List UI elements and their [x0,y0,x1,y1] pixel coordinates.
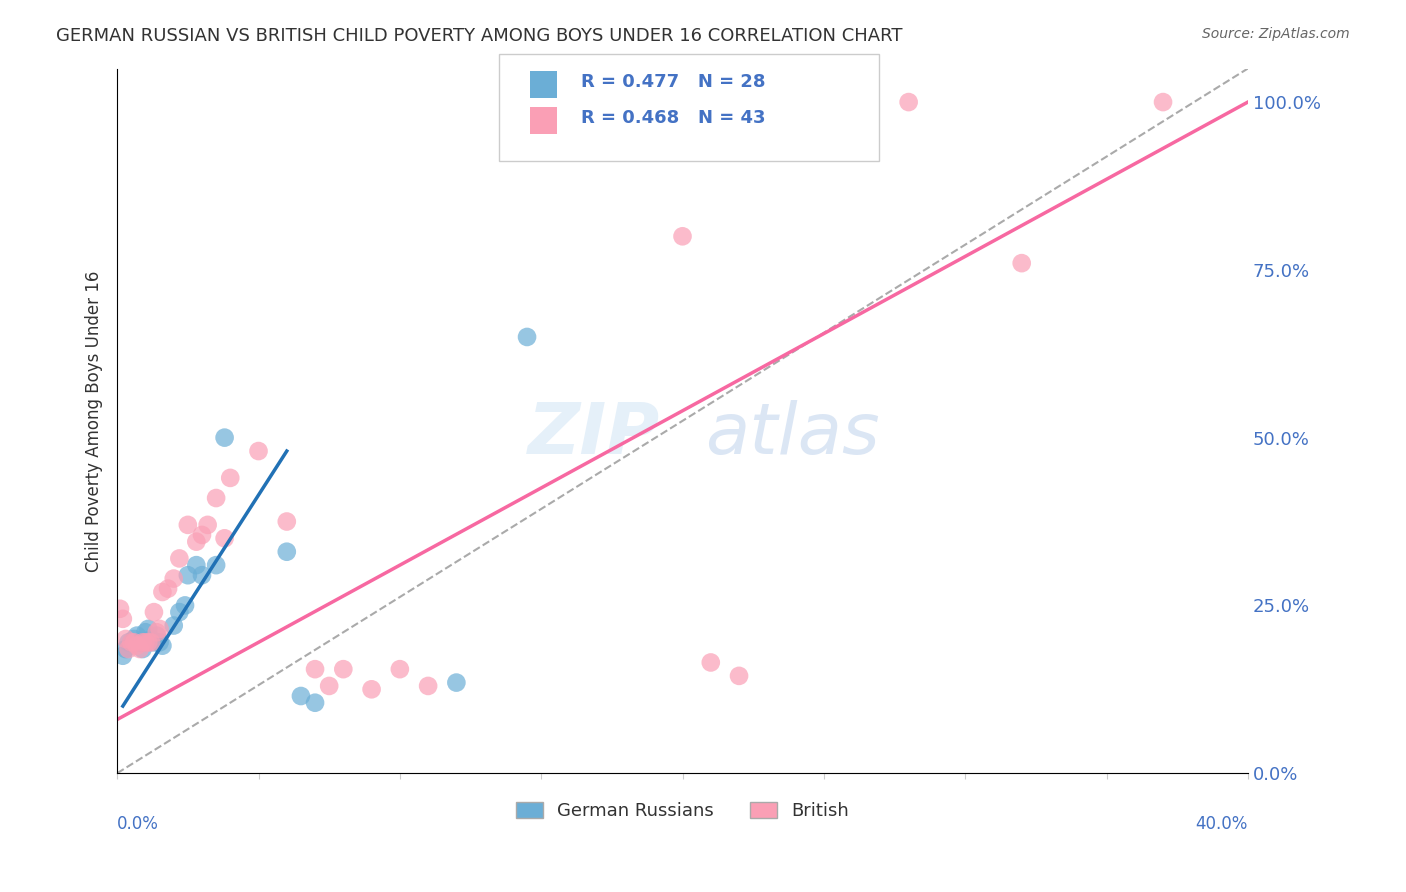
Point [114,632,136,646]
Point [186,534,208,549]
Point [134,625,156,640]
Text: ZIP: ZIP [527,401,659,469]
Point [149,635,172,649]
Point [416,679,439,693]
Point [332,662,354,676]
Point [177,517,200,532]
Text: GERMAN RUSSIAN VS BRITISH CHILD POVERTY AMONG BOYS UNDER 16 CORRELATION CHART: GERMAN RUSSIAN VS BRITISH CHILD POVERTY … [56,27,903,45]
Point [122,632,145,646]
Point [128,635,150,649]
Point [111,648,134,663]
Point [136,622,159,636]
Point [247,444,270,458]
Point [145,629,167,643]
Point [157,582,180,596]
Point [360,682,382,697]
Point [131,635,153,649]
Point [134,635,156,649]
Point [125,629,148,643]
Point [197,517,219,532]
Point [169,605,191,619]
Point [318,679,340,693]
Legend: German Russians, British: German Russians, British [509,795,856,828]
Text: atlas: atlas [706,401,880,469]
Point [163,572,186,586]
Point [114,642,136,657]
Point [446,675,468,690]
Point [1152,95,1174,109]
Point [304,662,326,676]
Point [117,635,139,649]
Point [214,531,236,545]
Text: 40.0%: 40.0% [1195,815,1249,833]
Point [117,642,139,657]
Point [290,689,312,703]
Point [191,568,214,582]
Text: R = 0.468   N = 43: R = 0.468 N = 43 [581,109,765,127]
Point [152,639,174,653]
Point [142,605,165,619]
Point [756,95,779,109]
Point [131,642,153,657]
Point [276,515,298,529]
Point [142,635,165,649]
Point [128,642,150,657]
Point [169,551,191,566]
Point [205,491,228,505]
Point [174,599,197,613]
Point [304,696,326,710]
Point [163,618,186,632]
Point [530,95,553,109]
Point [214,431,236,445]
Point [152,585,174,599]
Point [122,635,145,649]
Text: Source: ZipAtlas.com: Source: ZipAtlas.com [1202,27,1350,41]
Point [219,471,242,485]
Point [700,656,723,670]
Point [108,601,131,615]
Point [191,528,214,542]
Point [120,635,142,649]
Point [1011,256,1033,270]
Point [145,625,167,640]
Point [785,95,807,109]
Point [276,545,298,559]
Point [728,669,751,683]
Point [186,558,208,573]
Point [111,612,134,626]
Point [388,662,411,676]
Y-axis label: Child Poverty Among Boys Under 16: Child Poverty Among Boys Under 16 [86,270,103,572]
Text: R = 0.477   N = 28: R = 0.477 N = 28 [581,73,765,91]
Point [516,330,538,344]
Point [897,95,920,109]
Point [120,635,142,649]
Point [136,635,159,649]
Text: 0.0%: 0.0% [117,815,159,833]
Point [125,639,148,653]
Point [177,568,200,582]
Point [205,558,228,573]
Point [139,635,162,649]
Point [149,622,172,636]
Point [671,229,693,244]
Point [139,632,162,646]
